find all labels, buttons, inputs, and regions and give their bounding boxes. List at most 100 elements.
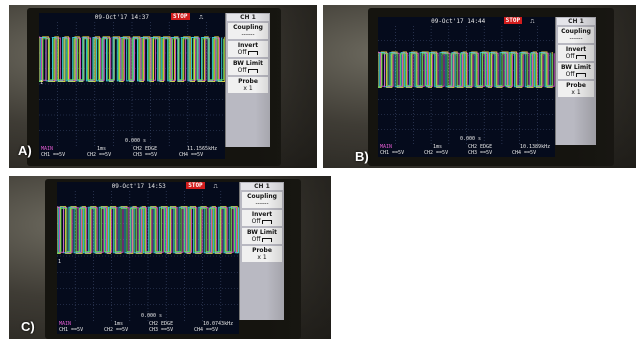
channel-2-trace [39,37,223,82]
trigger-edge-icon: ⎍ [198,14,204,21]
channel-3-trace [57,206,237,253]
probe-button[interactable]: Probe x 1 [228,77,268,93]
timebase: 1ms [97,146,107,152]
scope-screen-a: 09-Oct'17 14:37 STOP ⎍ 1 0.000 s MAIN 1ms … [39,13,225,159]
toggle-icon [262,219,273,224]
channel-1-trace [378,51,553,88]
waveform-display [39,22,225,146]
invert-value: Off [237,49,247,56]
trigger-edge-icon: ⎍ [213,183,218,190]
main-label: MAIN [59,321,72,327]
bw-limit-label: BW Limit [560,64,591,71]
panel-label: B) [355,149,369,164]
main-label: MAIN [41,146,54,152]
channel-3-scale: CH3 ==5V [133,152,158,158]
waveform-display [57,191,239,321]
timebase: 1ms [114,321,124,327]
waveform-display [378,26,555,144]
coupling-value: ------ [255,200,269,207]
channel-menu: CH 1 Coupling ------ Invert Off BW Limit Of… [239,182,284,320]
toggle-icon [576,72,587,77]
time-offset: 0.000 s [141,313,163,319]
bw-limit-button[interactable]: BW Limit Off [242,228,282,244]
invert-label: Invert [251,211,273,218]
channel-2-trace [378,52,551,88]
panel-label: C) [21,319,35,334]
channel-2-scale: CH2 ==5V [87,152,112,158]
invert-label: Invert [565,46,587,53]
coupling-button[interactable]: Coupling ------ [558,27,594,43]
channel-2-scale: CH2 ==5V [424,150,449,156]
coupling-label: Coupling [233,24,263,31]
scope-photo-a: 09-Oct'17 14:37 STOP ⎍ 1 0.000 s MAIN 1ms … [9,5,317,168]
probe-button[interactable]: Probe x 1 [242,246,282,262]
channel-menu: CH 1 Coupling ------ Invert Off BW Limit Of… [555,17,596,145]
run-state-badge: STOP [503,17,523,24]
coupling-button[interactable]: Coupling ------ [228,23,268,39]
bw-limit-button[interactable]: BW Limit Off [558,63,594,79]
channel-2-scale: CH2 ==5V [104,327,129,333]
trigger-source: CH2 EDGE [468,144,493,150]
menu-title: CH 1 [557,18,595,25]
ground-marker: 1 [58,259,62,265]
run-state-badge: STOP [186,182,205,189]
time-offset: 0.000 s [125,138,147,144]
channel-1-scale: CH1 ==5V [59,327,84,333]
timestamp: 09-Oct'17 14:53 [111,183,166,190]
invert-label: Invert [237,42,259,49]
probe-label: Probe [252,247,272,254]
coupling-value: ------ [241,31,255,38]
trigger-source: CH2 EDGE [149,321,174,327]
channel-4-scale: CH4 ==5V [179,152,204,158]
invert-value: Off [251,218,261,225]
invert-button[interactable]: Invert Off [558,45,594,61]
bw-limit-button[interactable]: BW Limit Off [228,59,268,75]
trigger-source: CH2 EDGE [133,146,158,152]
timestamp: 09-Oct'17 14:37 [94,14,149,21]
channel-1-scale: CH1 ==5V [41,152,66,158]
probe-value: x 1 [571,89,581,96]
time-offset: 0.000 s [460,136,482,142]
invert-button[interactable]: Invert Off [242,210,282,226]
probe-value: x 1 [243,85,253,92]
trigger-edge-icon: ⎍ [530,18,535,25]
toggle-icon [248,68,259,73]
channel-4-trace [39,38,225,82]
coupling-label: Coupling [561,28,591,35]
ground-marker: 1 [40,80,44,86]
menu-title: CH 1 [227,14,269,21]
probe-button[interactable]: Probe x 1 [558,81,594,97]
frequency-readout: 10.1389kHz [520,144,551,150]
main-label: MAIN [380,144,393,150]
channel-3-scale: CH3 ==5V [468,150,493,156]
timestamp: 09-Oct'17 14:44 [431,18,486,25]
channel-1-trace [39,36,225,82]
probe-label: Probe [566,82,586,89]
bw-limit-value: Off [565,71,575,78]
frequency-readout: 11.1565kHz [187,146,218,152]
timebase: 1ms [433,144,443,150]
toggle-icon [262,237,273,242]
bw-limit-value: Off [251,236,261,243]
coupling-button[interactable]: Coupling ------ [242,192,282,208]
toggle-icon [576,54,587,59]
scope-photo-b: 09-Oct'17 14:44 STOP ⎍ 0.000 s MAIN 1ms CH… [323,5,636,168]
panel-label: A) [18,143,32,158]
bw-limit-label: BW Limit [232,60,263,67]
invert-value: Off [565,53,575,60]
menu-title: CH 1 [241,183,283,190]
channel-menu: CH 1 Coupling ------ Invert Off BW Limit Of… [225,13,270,147]
channel-1-scale: CH1 ==5V [380,150,405,156]
channel-3-scale: CH3 ==5V [149,327,174,333]
invert-button[interactable]: Invert Off [228,41,268,57]
probe-label: Probe [238,78,258,85]
channel-4-trace [378,53,553,88]
frequency-readout: 10.0743kHz [203,321,234,327]
bw-limit-label: BW Limit [246,229,277,236]
run-state-badge: STOP [171,13,190,20]
coupling-value: ------ [569,35,583,42]
channel-4-scale: CH4 ==5V [194,327,219,333]
probe-value: x 1 [257,254,267,261]
channel-4-scale: CH4 ==5V [512,150,537,156]
channel-4-trace [57,207,235,254]
